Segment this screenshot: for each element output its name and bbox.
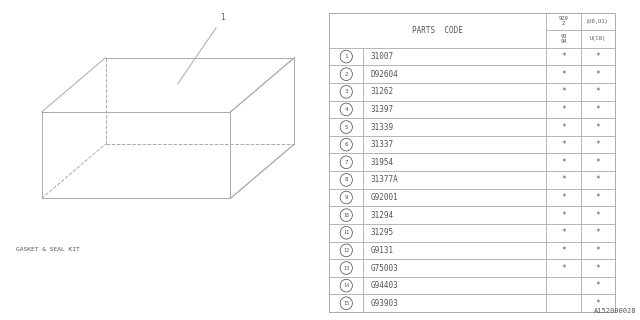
Text: *: * [561, 175, 566, 184]
Text: 1: 1 [344, 54, 348, 59]
Text: U(C0): U(C0) [589, 36, 606, 42]
Text: 10: 10 [343, 213, 349, 218]
Text: 31377A: 31377A [371, 175, 399, 184]
Text: 15: 15 [343, 301, 349, 306]
Text: *: * [595, 299, 600, 308]
Text: 5: 5 [344, 124, 348, 130]
Text: 6: 6 [344, 142, 348, 147]
Text: 31397: 31397 [371, 105, 394, 114]
Text: *: * [561, 52, 566, 61]
Text: *: * [561, 105, 566, 114]
Text: 31295: 31295 [371, 228, 394, 237]
Text: 31294: 31294 [371, 211, 394, 220]
Text: G94403: G94403 [371, 281, 399, 290]
Text: 8: 8 [344, 177, 348, 182]
Text: *: * [595, 193, 600, 202]
Text: 14: 14 [343, 283, 349, 288]
Text: 2: 2 [344, 72, 348, 77]
Text: A152000028: A152000028 [595, 308, 637, 314]
Text: PARTS  CODE: PARTS CODE [412, 26, 463, 35]
Text: *: * [561, 193, 566, 202]
Text: *: * [595, 211, 600, 220]
Text: *: * [561, 70, 566, 79]
Text: 4: 4 [344, 107, 348, 112]
Text: *: * [561, 228, 566, 237]
Text: *: * [595, 158, 600, 167]
Text: *: * [561, 123, 566, 132]
Text: *: * [595, 281, 600, 290]
Text: 31007: 31007 [371, 52, 394, 61]
Text: (U0,U1): (U0,U1) [586, 19, 609, 24]
Text: 31954: 31954 [371, 158, 394, 167]
Text: *: * [561, 246, 566, 255]
Text: 93
94: 93 94 [560, 34, 567, 44]
Text: *: * [561, 87, 566, 96]
Text: *: * [595, 105, 600, 114]
Text: GASKET & SEAL KIT: GASKET & SEAL KIT [16, 247, 80, 252]
Text: 31337: 31337 [371, 140, 394, 149]
Text: *: * [561, 140, 566, 149]
Text: G9131: G9131 [371, 246, 394, 255]
Text: *: * [595, 140, 600, 149]
Text: 929
2: 929 2 [559, 16, 568, 26]
Text: *: * [595, 175, 600, 184]
Text: 9: 9 [344, 195, 348, 200]
Text: 7: 7 [344, 160, 348, 165]
Text: 12: 12 [343, 248, 349, 253]
Text: *: * [595, 123, 600, 132]
Text: 3: 3 [344, 89, 348, 94]
Text: G92001: G92001 [371, 193, 399, 202]
Text: 31262: 31262 [371, 87, 394, 96]
Text: 1: 1 [220, 13, 225, 22]
Text: *: * [595, 228, 600, 237]
Text: 13: 13 [343, 266, 349, 270]
Text: G93903: G93903 [371, 299, 399, 308]
Text: *: * [561, 158, 566, 167]
Text: G75003: G75003 [371, 263, 399, 273]
Text: *: * [561, 263, 566, 273]
Text: *: * [595, 70, 600, 79]
Text: *: * [561, 211, 566, 220]
Text: *: * [595, 263, 600, 273]
Text: *: * [595, 246, 600, 255]
Text: 31339: 31339 [371, 123, 394, 132]
Text: 11: 11 [343, 230, 349, 235]
Text: D92604: D92604 [371, 70, 399, 79]
Text: *: * [595, 52, 600, 61]
Text: *: * [595, 87, 600, 96]
